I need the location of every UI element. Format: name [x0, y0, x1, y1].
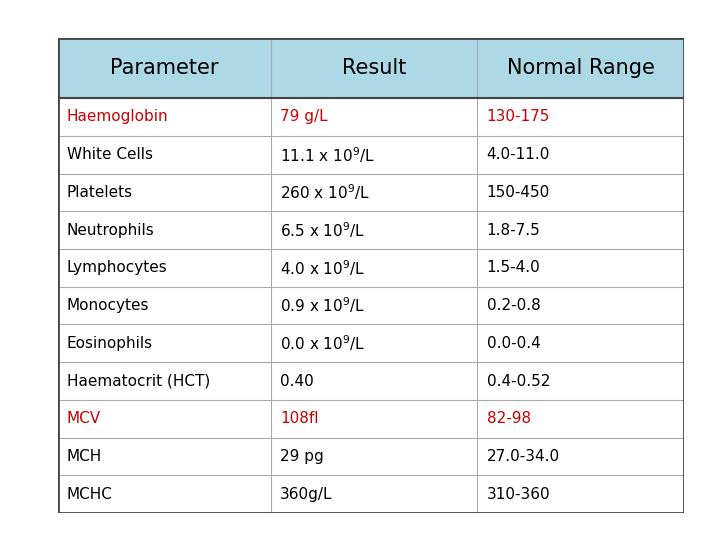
Text: 29 pg: 29 pg [280, 449, 324, 464]
Text: 0.2-0.8: 0.2-0.8 [487, 298, 541, 313]
Text: 0.0-0.4: 0.0-0.4 [487, 336, 541, 351]
Bar [58, 475, 684, 513]
Bar [58, 211, 684, 249]
Text: 130-175: 130-175 [487, 110, 550, 125]
Text: 108fl: 108fl [280, 411, 318, 426]
Text: 260 x 10$^9$/L: 260 x 10$^9$/L [280, 183, 370, 202]
Text: Eosinophils: Eosinophils [67, 336, 153, 351]
Bar [58, 400, 684, 437]
Text: Haemoglobin: Haemoglobin [67, 110, 168, 125]
Text: 0.40: 0.40 [280, 374, 314, 388]
Text: Neutrophils: Neutrophils [67, 222, 155, 238]
Text: 0.4-0.52: 0.4-0.52 [487, 374, 550, 388]
Text: 1.8-7.5: 1.8-7.5 [487, 222, 541, 238]
Text: MCV: MCV [67, 411, 101, 426]
Text: 360g/L: 360g/L [280, 487, 333, 502]
Text: Normal Range: Normal Range [507, 58, 654, 78]
Text: Parameter: Parameter [110, 58, 218, 78]
Text: 1.5-4.0: 1.5-4.0 [487, 260, 541, 275]
Bar [58, 437, 684, 475]
Text: White Cells: White Cells [67, 147, 153, 162]
Text: 82-98: 82-98 [487, 411, 531, 426]
Text: 6.5 x 10$^9$/L: 6.5 x 10$^9$/L [280, 220, 365, 240]
Text: Monocytes: Monocytes [67, 298, 150, 313]
Text: Lymphocytes: Lymphocytes [67, 260, 168, 275]
Text: Platelets: Platelets [67, 185, 133, 200]
Text: 27.0-34.0: 27.0-34.0 [487, 449, 560, 464]
Text: 4.0-11.0: 4.0-11.0 [487, 147, 550, 162]
Bar [58, 287, 684, 325]
Bar [58, 249, 684, 287]
Text: 310-360: 310-360 [487, 487, 550, 502]
Bar [58, 173, 684, 211]
Text: MCH: MCH [67, 449, 102, 464]
Text: 11.1 x 10$^9$/L: 11.1 x 10$^9$/L [280, 145, 375, 165]
Text: MCHC: MCHC [67, 487, 113, 502]
Bar [58, 136, 684, 173]
Text: 4.0 x 10$^9$/L: 4.0 x 10$^9$/L [280, 258, 365, 278]
Text: 0.0 x 10$^9$/L: 0.0 x 10$^9$/L [280, 333, 365, 353]
Bar [58, 362, 684, 400]
Text: 0.9 x 10$^9$/L: 0.9 x 10$^9$/L [280, 296, 365, 315]
Text: 150-450: 150-450 [487, 185, 550, 200]
Bar [58, 98, 684, 136]
Text: Haematocrit (HCT): Haematocrit (HCT) [67, 374, 210, 388]
Bar [58, 38, 684, 98]
Text: 79 g/L: 79 g/L [280, 110, 328, 125]
Text: Result: Result [342, 58, 406, 78]
Bar [58, 325, 684, 362]
